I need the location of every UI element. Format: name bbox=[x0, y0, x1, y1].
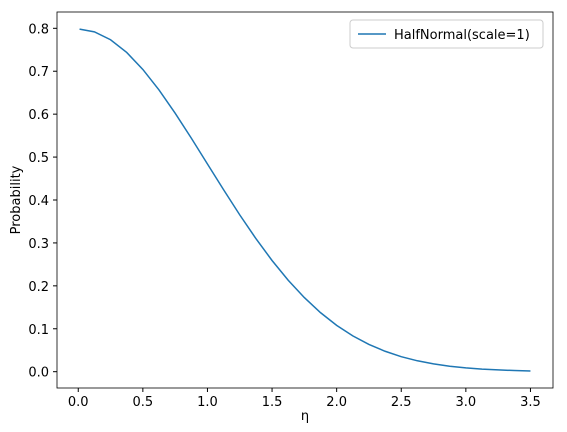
y-tick-label: 0.1 bbox=[28, 323, 49, 338]
x-tick-label: 1.0 bbox=[197, 395, 218, 410]
x-tick-label: 2.5 bbox=[391, 395, 412, 410]
y-tick-label: 0.8 bbox=[28, 22, 49, 37]
x-tick-label: 2.0 bbox=[326, 395, 347, 410]
x-axis-label: η bbox=[301, 409, 309, 424]
y-tick-label: 0.4 bbox=[28, 194, 49, 209]
legend-label: HalfNormal(scale=1) bbox=[394, 28, 530, 43]
legend-box bbox=[349, 19, 544, 49]
y-tick-label: 0.0 bbox=[28, 366, 49, 381]
y-tick-label: 0.7 bbox=[28, 65, 49, 80]
plot-frame bbox=[56, 11, 554, 389]
x-tick-label: 1.5 bbox=[262, 395, 283, 410]
y-tick-label: 0.3 bbox=[28, 237, 49, 252]
y-tick-label: 0.5 bbox=[28, 151, 49, 166]
x-tick-label: 3.5 bbox=[520, 395, 541, 410]
x-tick-label: 0.0 bbox=[68, 395, 89, 410]
y-tick-label: 0.6 bbox=[28, 108, 49, 123]
x-tick-label: 0.5 bbox=[133, 395, 154, 410]
x-tick-label: 3.0 bbox=[456, 395, 477, 410]
y-axis-label: Probability bbox=[9, 165, 24, 234]
y-tick-label: 0.2 bbox=[28, 280, 49, 295]
line-series bbox=[79, 28, 531, 372]
